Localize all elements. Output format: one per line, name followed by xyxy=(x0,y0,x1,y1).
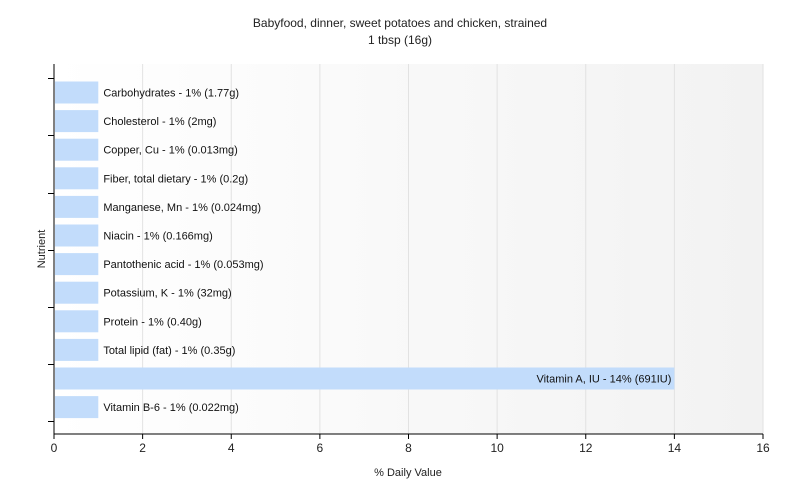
bar xyxy=(55,167,99,190)
bar xyxy=(55,81,99,104)
bar-label: Potassium, K - 1% (32mg) xyxy=(103,288,231,300)
chart-title: Babyfood, dinner, sweet potatoes and chi… xyxy=(253,16,547,30)
x-tick-label: 10 xyxy=(490,441,504,455)
bar-label: Fiber, total dietary - 1% (0.2g) xyxy=(103,173,248,185)
bar-label: Manganese, Mn - 1% (0.024mg) xyxy=(103,202,261,214)
bar-label: Vitamin A, IU - 14% (691IU) xyxy=(536,374,671,386)
chart-subtitle: 1 tbsp (16g) xyxy=(368,33,432,47)
x-tick-label: 12 xyxy=(579,441,593,455)
bar xyxy=(55,367,675,390)
bar xyxy=(55,195,99,218)
y-axis-title: Nutrient xyxy=(36,230,48,269)
x-tick-label: 2 xyxy=(139,441,146,455)
axes: 0 2 4 6 8 10 12 14 16 xyxy=(48,64,770,455)
bars: Carbohydrates - 1% (1.77g) Cholesterol - … xyxy=(55,81,675,419)
bar-label: Vitamin B-6 - 1% (0.022mg) xyxy=(103,402,239,414)
bar-label: Niacin - 1% (0.166mg) xyxy=(103,231,212,243)
x-tick-label: 4 xyxy=(228,441,235,455)
x-tick-label: 0 xyxy=(51,441,58,455)
bar xyxy=(55,253,99,276)
bar-label: Total lipid (fat) - 1% (0.35g) xyxy=(103,345,235,357)
bar-label: Cholesterol - 1% (2mg) xyxy=(103,116,216,128)
bar-label: Copper, Cu - 1% (0.013mg) xyxy=(103,145,238,157)
x-tick-label: 8 xyxy=(405,441,412,455)
bar xyxy=(55,110,99,133)
bar xyxy=(55,138,99,161)
bar-label: Protein - 1% (0.40g) xyxy=(103,316,201,328)
x-axis-title: % Daily Value xyxy=(374,467,442,479)
bar xyxy=(55,224,99,247)
x-tick-label: 16 xyxy=(756,441,770,455)
x-tick-label: 14 xyxy=(668,441,682,455)
bar xyxy=(55,396,99,419)
bar-label: Carbohydrates - 1% (1.77g) xyxy=(103,88,239,100)
bar xyxy=(55,310,99,333)
bar xyxy=(55,338,99,361)
x-tick-label: 6 xyxy=(317,441,324,455)
bar xyxy=(55,281,99,304)
bar-label: Pantothenic acid - 1% (0.053mg) xyxy=(103,259,263,271)
